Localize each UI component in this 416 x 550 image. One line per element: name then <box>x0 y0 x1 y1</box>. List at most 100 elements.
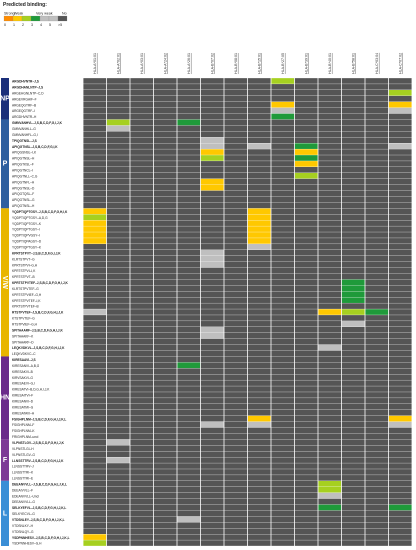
heatmap-cell <box>271 486 295 493</box>
legend-swatch <box>12 15 23 22</box>
heatmap-cell <box>83 279 107 286</box>
heatmap-cell <box>318 125 342 132</box>
heatmap-cell <box>388 350 412 357</box>
heatmap-cell <box>271 101 295 108</box>
heatmap-cell <box>83 451 107 457</box>
heatmap-cell <box>388 498 412 505</box>
heatmap-cell <box>153 143 177 149</box>
heatmap-cell <box>130 540 154 546</box>
heatmap-cell <box>106 208 130 215</box>
row-labels: ARGDHVNTR–J,S ARGDHANLNTP–J,SARGEHGNLNTP–… <box>12 80 70 546</box>
heatmap-cell <box>365 315 389 321</box>
column-header: HLA-A*02:01 <box>116 53 120 74</box>
heatmap-cell <box>388 137 412 144</box>
heatmap-cell <box>341 522 365 529</box>
heatmap-cell <box>294 232 318 238</box>
heatmap-cell <box>153 469 177 475</box>
heatmap-cell <box>388 285 412 292</box>
heatmap-cell <box>177 380 201 386</box>
heatmap-cell <box>200 486 224 493</box>
heatmap-cell <box>388 107 412 114</box>
heatmap-cell <box>247 374 271 380</box>
row-label: SPITAAAKF–K <box>12 334 34 338</box>
heatmap-cell <box>271 338 295 345</box>
heatmap-cell <box>247 161 271 167</box>
heatmap-cell <box>200 155 224 161</box>
heatmap-cell <box>224 303 248 309</box>
heatmap-cell <box>318 492 342 499</box>
heatmap-cell <box>247 113 271 120</box>
heatmap-cell <box>224 321 248 327</box>
heatmap-cell <box>341 321 365 327</box>
heatmap-cell <box>177 297 201 303</box>
heatmap-cell <box>271 84 295 90</box>
heatmap-cell <box>341 95 365 102</box>
legend-tick: 2 <box>22 23 24 27</box>
heatmap-cell <box>200 362 224 369</box>
heatmap-cell <box>200 386 224 392</box>
heatmap-cell <box>388 374 412 380</box>
heatmap-cell <box>130 528 154 535</box>
heatmap-cell <box>153 178 177 185</box>
heatmap-cell <box>247 143 271 149</box>
heatmap-cell <box>247 107 271 114</box>
heatmap-cell <box>318 220 342 226</box>
row-label: APIQGTNSL–H <box>12 157 35 161</box>
heatmap-cell <box>83 498 107 505</box>
heatmap-cell <box>153 427 177 434</box>
heatmap-cell <box>294 332 318 339</box>
heatmap-cell <box>365 137 389 144</box>
heatmap-cell <box>341 137 365 144</box>
heatmap-cell <box>106 214 130 221</box>
heatmap-cell <box>106 167 130 173</box>
heatmap-cell <box>83 149 107 155</box>
heatmap-cell <box>106 113 130 120</box>
row-label: KPRTSTPVTEF–I,K <box>12 299 41 303</box>
legend-tick: 0 <box>4 23 6 27</box>
heatmap-cell <box>341 457 365 463</box>
group-bars: NP P V/W HN F L <box>0 78 10 546</box>
group-bar <box>1 480 9 546</box>
heatmap-cell <box>200 457 224 463</box>
heatmap-cell <box>200 291 224 298</box>
heatmap-cell <box>271 303 295 309</box>
row-label: GMNVANHLL–G <box>12 127 36 131</box>
heatmap-cell <box>388 475 412 481</box>
heatmap-cell <box>153 516 177 523</box>
heatmap-cell <box>153 433 177 440</box>
heatmap-cell <box>153 226 177 232</box>
heatmap-cell <box>247 255 271 262</box>
row-label: VTDSNLEY–J,S,B,C,D,F,G,H,I,J,K,L <box>12 518 65 522</box>
heatmap-cell <box>106 534 130 540</box>
heatmap-cell <box>177 433 201 440</box>
heatmap-cell <box>153 403 177 410</box>
heatmap-cell <box>177 172 201 179</box>
row-label: YQDPTIQPTGSY–A,D,G <box>12 216 48 220</box>
group-label: P <box>3 161 8 168</box>
heatmap-cell <box>224 285 248 292</box>
heatmap-cell <box>224 261 248 268</box>
heatmap-cell <box>153 214 177 221</box>
heatmap-cell <box>318 149 342 155</box>
heatmap-cell <box>318 137 342 144</box>
heatmap-cell <box>365 380 389 386</box>
heatmap-cell <box>83 315 107 321</box>
row-label: VLPNSTLGV–G <box>12 453 36 457</box>
heatmap-cell <box>318 504 342 511</box>
row-label: RTSTPVTEF–J,S,B,C,D,F,G,H,I,J,K <box>12 311 64 315</box>
heatmap-cell <box>294 469 318 475</box>
heatmap-cell <box>153 368 177 375</box>
heatmap-cell <box>271 255 295 262</box>
heatmap-cell <box>294 261 318 268</box>
heatmap-cell <box>365 338 389 345</box>
heatmap-cell <box>318 107 342 114</box>
heatmap-cell <box>341 244 365 250</box>
heatmap-cell <box>83 125 107 132</box>
heatmap-cell <box>153 421 177 428</box>
group-bar <box>1 208 9 357</box>
heatmap-cell <box>224 214 248 221</box>
column-header: HLA-C*03:04 <box>375 53 379 74</box>
heatmap-cell <box>341 167 365 173</box>
heatmap-cell <box>224 315 248 321</box>
heatmap-cell <box>341 303 365 309</box>
